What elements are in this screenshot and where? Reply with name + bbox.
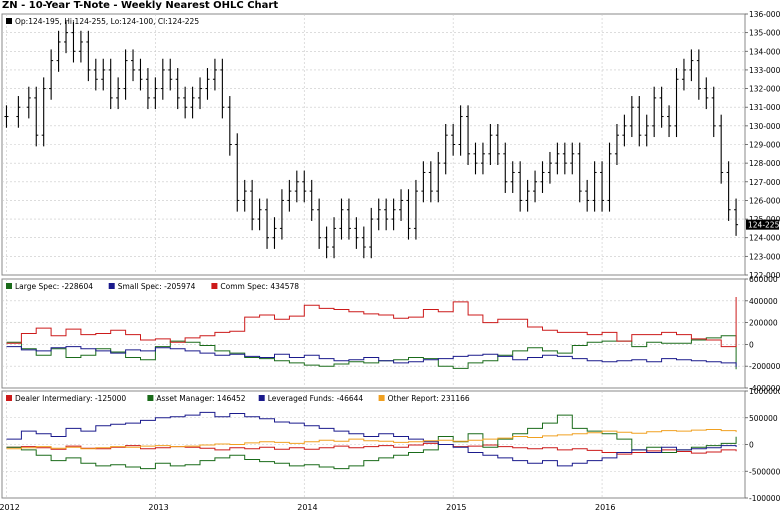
legend-swatch (378, 395, 385, 401)
panel-0-y-tick-label: 133-000 (749, 66, 780, 75)
series-line-large-spec (6, 335, 737, 370)
panel-0-y-tick-label: 126-000 (749, 196, 780, 205)
panel-2-y-tick-label: 0 (749, 441, 754, 450)
panel-0-y-tick-label: 125-000 (749, 215, 780, 224)
panel-0-y-tick-label: 122-000 (749, 271, 780, 280)
legend-label: Dealer Intermediary: -125000 (15, 394, 126, 403)
legend-label: Small Spec: -205974 (118, 282, 196, 291)
panel-0-y-tick-label: 135-000 (749, 29, 780, 38)
chart-title: ZN - 10-Year T-Note - Weekly Nearest OHL… (2, 0, 279, 11)
panel-2-y-tick-label: 500000 (749, 414, 778, 423)
legend-label: Op:124-195, Hi:124-255, Lo:124-100, Cl:1… (15, 17, 199, 26)
panel-2-y-tick-label: 1000000 (749, 387, 780, 396)
legend-swatch (6, 283, 12, 289)
series-line-small-spec (6, 346, 737, 367)
x-tick-label: 2013 (148, 503, 168, 512)
panel-0-y-tick-label: 129-000 (749, 141, 780, 150)
panel-1-y-tick-label: 600000 (749, 275, 778, 284)
legend-label: Large Spec: -228604 (15, 282, 93, 291)
last-value-box (746, 219, 779, 230)
panel-1-y-tick-label: 0 (749, 340, 754, 349)
panel-0-y-tick-label: 127-000 (749, 178, 780, 187)
series-line-other-report (6, 429, 737, 450)
legend-swatch (258, 395, 265, 401)
legend-label: Asset Manager: 146452 (156, 394, 245, 403)
panel-1-y-tick-label: -400000 (749, 384, 780, 393)
panel-2-border (1, 390, 746, 499)
legend-swatch (6, 18, 12, 24)
x-tick-label: 2014 (297, 503, 317, 512)
last-value-label: 124-225 (748, 221, 780, 230)
panel-1-y-tick-label: -200000 (749, 362, 780, 371)
panel-1-y-tick-label: 200000 (749, 319, 778, 328)
panel-0-y-tick-label: 128-000 (749, 159, 780, 168)
panel-2-y-tick-label: -1000000 (749, 494, 780, 503)
panel-1-y-tick-label: 400000 (749, 297, 778, 306)
panel-2-y-tick-label: -500000 (749, 467, 780, 476)
panel-0-y-tick-label: 136-000 (749, 10, 780, 19)
x-tick-label: 2015 (446, 503, 466, 512)
panel-1-border (1, 278, 746, 389)
legend-swatch (108, 283, 115, 289)
legend-label: Comm Spec: 434578 (220, 282, 299, 291)
panel-0-border (1, 13, 746, 276)
legend-label: Other Report: 231166 (388, 394, 470, 403)
panel-0-y-tick-label: 131-000 (749, 103, 780, 112)
panel-0-y-tick-label: 130-000 (749, 122, 780, 131)
legend-swatch (6, 395, 12, 401)
x-tick-label: 2016 (595, 503, 615, 512)
series-line-leveraged-funds (6, 411, 737, 467)
legend-label: Leveraged Funds: -46644 (268, 394, 364, 403)
legend-swatch (147, 395, 154, 401)
panel-0-y-tick-label: 134-000 (749, 47, 780, 56)
panel-0-y-tick-label: 123-000 (749, 252, 780, 261)
series-line-asset-manager (6, 414, 737, 470)
series-line-comm-spec (6, 297, 737, 348)
panel-0-y-tick-label: 124-000 (749, 234, 780, 243)
panel-0-y-tick-label: 132-000 (749, 85, 780, 94)
legend-swatch (211, 283, 218, 289)
x-tick-label: 2012 (0, 503, 20, 512)
